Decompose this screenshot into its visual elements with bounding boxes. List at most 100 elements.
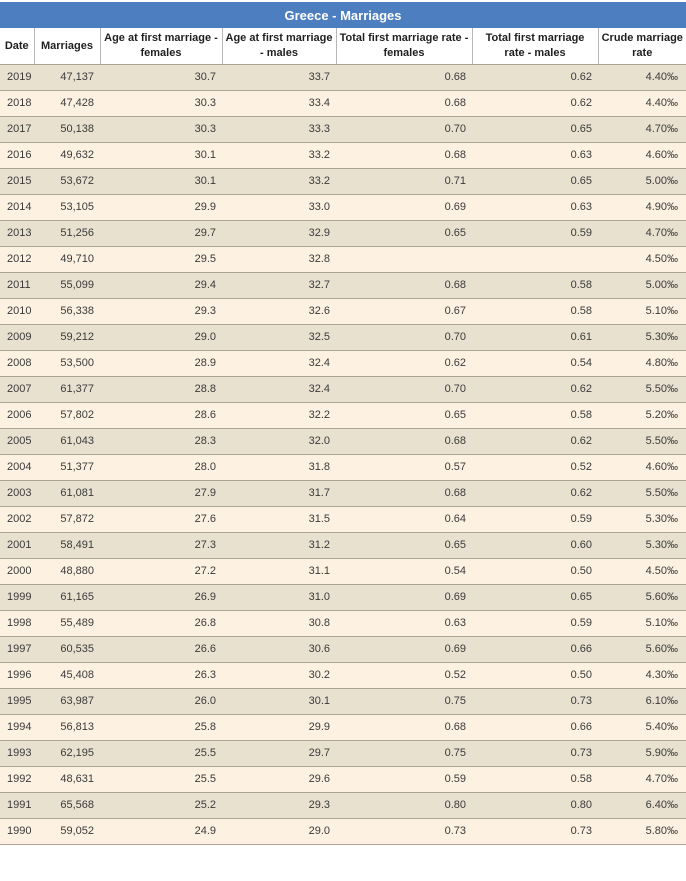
cell-crude-marriage-rate: 4.90‰ [598, 194, 686, 221]
cell-age-first-marriage-females: 30.3 [100, 116, 222, 143]
cell-date: 1998 [0, 610, 34, 637]
table-row: 2000 48,880 27.2 31.1 0.54 0.50 4.50‰ [0, 558, 686, 585]
table-row: 1993 62,195 25.5 29.7 0.75 0.73 5.90‰ [0, 740, 686, 767]
cell-age-first-marriage-males: 33.3 [222, 116, 336, 143]
cell-total-first-marriage-rate-males: 0.63 [472, 194, 598, 221]
cell-age-first-marriage-females: 25.5 [100, 740, 222, 767]
cell-total-first-marriage-rate-males: 0.65 [472, 168, 598, 195]
table-row: 1992 48,631 25.5 29.6 0.59 0.58 4.70‰ [0, 766, 686, 793]
cell-total-first-marriage-rate-females [336, 246, 472, 273]
cell-marriages: 57,802 [34, 402, 100, 429]
cell-total-first-marriage-rate-females: 0.62 [336, 350, 472, 377]
table-row: 1994 56,813 25.8 29.9 0.68 0.66 5.40‰ [0, 714, 686, 741]
table-row: 1999 61,165 26.9 31.0 0.69 0.65 5.60‰ [0, 584, 686, 611]
table-row: 2003 61,081 27.9 31.7 0.68 0.62 5.50‰ [0, 480, 686, 507]
cell-crude-marriage-rate: 5.20‰ [598, 402, 686, 429]
cell-total-first-marriage-rate-males: 0.59 [472, 220, 598, 247]
cell-age-first-marriage-females: 25.5 [100, 766, 222, 793]
cell-total-first-marriage-rate-females: 0.73 [336, 818, 472, 845]
cell-date: 2003 [0, 480, 34, 507]
cell-total-first-marriage-rate-males: 0.61 [472, 324, 598, 351]
cell-date: 1997 [0, 636, 34, 663]
cell-age-first-marriage-females: 25.2 [100, 792, 222, 819]
cell-total-first-marriage-rate-males: 0.58 [472, 272, 598, 299]
cell-crude-marriage-rate: 5.90‰ [598, 740, 686, 767]
table-row: 2006 57,802 28.6 32.2 0.65 0.58 5.20‰ [0, 402, 686, 429]
cell-crude-marriage-rate: 5.30‰ [598, 324, 686, 351]
cell-total-first-marriage-rate-males: 0.65 [472, 584, 598, 611]
cell-date: 2015 [0, 168, 34, 195]
cell-marriages: 57,872 [34, 506, 100, 533]
cell-crude-marriage-rate: 5.50‰ [598, 376, 686, 403]
cell-total-first-marriage-rate-females: 0.52 [336, 662, 472, 689]
cell-age-first-marriage-females: 27.6 [100, 506, 222, 533]
cell-marriages: 50,138 [34, 116, 100, 143]
table-row: 1996 45,408 26.3 30.2 0.52 0.50 4.30‰ [0, 662, 686, 689]
cell-age-first-marriage-males: 30.1 [222, 688, 336, 715]
cell-date: 1994 [0, 714, 34, 741]
cell-age-first-marriage-males: 31.8 [222, 454, 336, 481]
cell-age-first-marriage-males: 31.2 [222, 532, 336, 559]
cell-age-first-marriage-males: 33.2 [222, 168, 336, 195]
cell-crude-marriage-rate: 6.10‰ [598, 688, 686, 715]
cell-total-first-marriage-rate-females: 0.65 [336, 402, 472, 429]
table-row: 2015 53,672 30.1 33.2 0.71 0.65 5.00‰ [0, 168, 686, 195]
cell-age-first-marriage-males: 33.2 [222, 142, 336, 169]
cell-crude-marriage-rate: 4.30‰ [598, 662, 686, 689]
cell-crude-marriage-rate: 4.50‰ [598, 558, 686, 585]
table-title: Greece - Marriages [284, 7, 402, 23]
cell-crude-marriage-rate: 5.10‰ [598, 610, 686, 637]
cell-date: 1995 [0, 688, 34, 715]
cell-crude-marriage-rate: 4.80‰ [598, 350, 686, 377]
cell-marriages: 48,631 [34, 766, 100, 793]
cell-total-first-marriage-rate-males: 0.62 [472, 376, 598, 403]
cell-total-first-marriage-rate-females: 0.64 [336, 506, 472, 533]
cell-marriages: 48,880 [34, 558, 100, 585]
cell-marriages: 59,052 [34, 818, 100, 845]
cell-age-first-marriage-females: 25.8 [100, 714, 222, 741]
cell-age-first-marriage-females: 29.0 [100, 324, 222, 351]
cell-total-first-marriage-rate-males: 0.59 [472, 506, 598, 533]
cell-marriages: 47,137 [34, 64, 100, 91]
cell-crude-marriage-rate: 5.00‰ [598, 272, 686, 299]
cell-age-first-marriage-females: 27.2 [100, 558, 222, 585]
cell-total-first-marriage-rate-females: 0.67 [336, 298, 472, 325]
table-row: 2007 61,377 28.8 32.4 0.70 0.62 5.50‰ [0, 376, 686, 403]
cell-marriages: 53,672 [34, 168, 100, 195]
cell-marriages: 56,338 [34, 298, 100, 325]
cell-total-first-marriage-rate-females: 0.69 [336, 636, 472, 663]
cell-date: 1996 [0, 662, 34, 689]
cell-age-first-marriage-females: 30.1 [100, 168, 222, 195]
column-header-date: Date [0, 28, 34, 65]
cell-total-first-marriage-rate-males: 0.62 [472, 480, 598, 507]
cell-marriages: 59,212 [34, 324, 100, 351]
cell-age-first-marriage-females: 30.1 [100, 142, 222, 169]
cell-date: 2009 [0, 324, 34, 351]
column-header-marriages: Marriages [33, 28, 100, 65]
cell-age-first-marriage-females: 26.8 [100, 610, 222, 637]
cell-marriages: 51,256 [34, 220, 100, 247]
table-row: 2016 49,632 30.1 33.2 0.68 0.63 4.60‰ [0, 142, 686, 169]
cell-date: 2014 [0, 194, 34, 221]
cell-crude-marriage-rate: 5.10‰ [598, 298, 686, 325]
cell-total-first-marriage-rate-females: 0.71 [336, 168, 472, 195]
cell-crude-marriage-rate: 5.80‰ [598, 818, 686, 845]
cell-total-first-marriage-rate-males: 0.50 [472, 558, 598, 585]
cell-total-first-marriage-rate-females: 0.68 [336, 480, 472, 507]
cell-crude-marriage-rate: 4.60‰ [598, 454, 686, 481]
cell-marriages: 45,408 [34, 662, 100, 689]
cell-total-first-marriage-rate-males: 0.58 [472, 402, 598, 429]
cell-crude-marriage-rate: 4.40‰ [598, 90, 686, 117]
cell-total-first-marriage-rate-males: 0.66 [472, 714, 598, 741]
cell-total-first-marriage-rate-females: 0.69 [336, 584, 472, 611]
cell-total-first-marriage-rate-females: 0.70 [336, 376, 472, 403]
cell-age-first-marriage-males: 33.0 [222, 194, 336, 221]
cell-marriages: 47,428 [34, 90, 100, 117]
cell-marriages: 61,043 [34, 428, 100, 455]
table-row: 1990 59,052 24.9 29.0 0.73 0.73 5.80‰ [0, 818, 686, 845]
cell-total-first-marriage-rate-males: 0.62 [472, 64, 598, 91]
cell-age-first-marriage-males: 32.5 [222, 324, 336, 351]
cell-age-first-marriage-females: 26.6 [100, 636, 222, 663]
cell-marriages: 61,165 [34, 584, 100, 611]
cell-date: 2016 [0, 142, 34, 169]
